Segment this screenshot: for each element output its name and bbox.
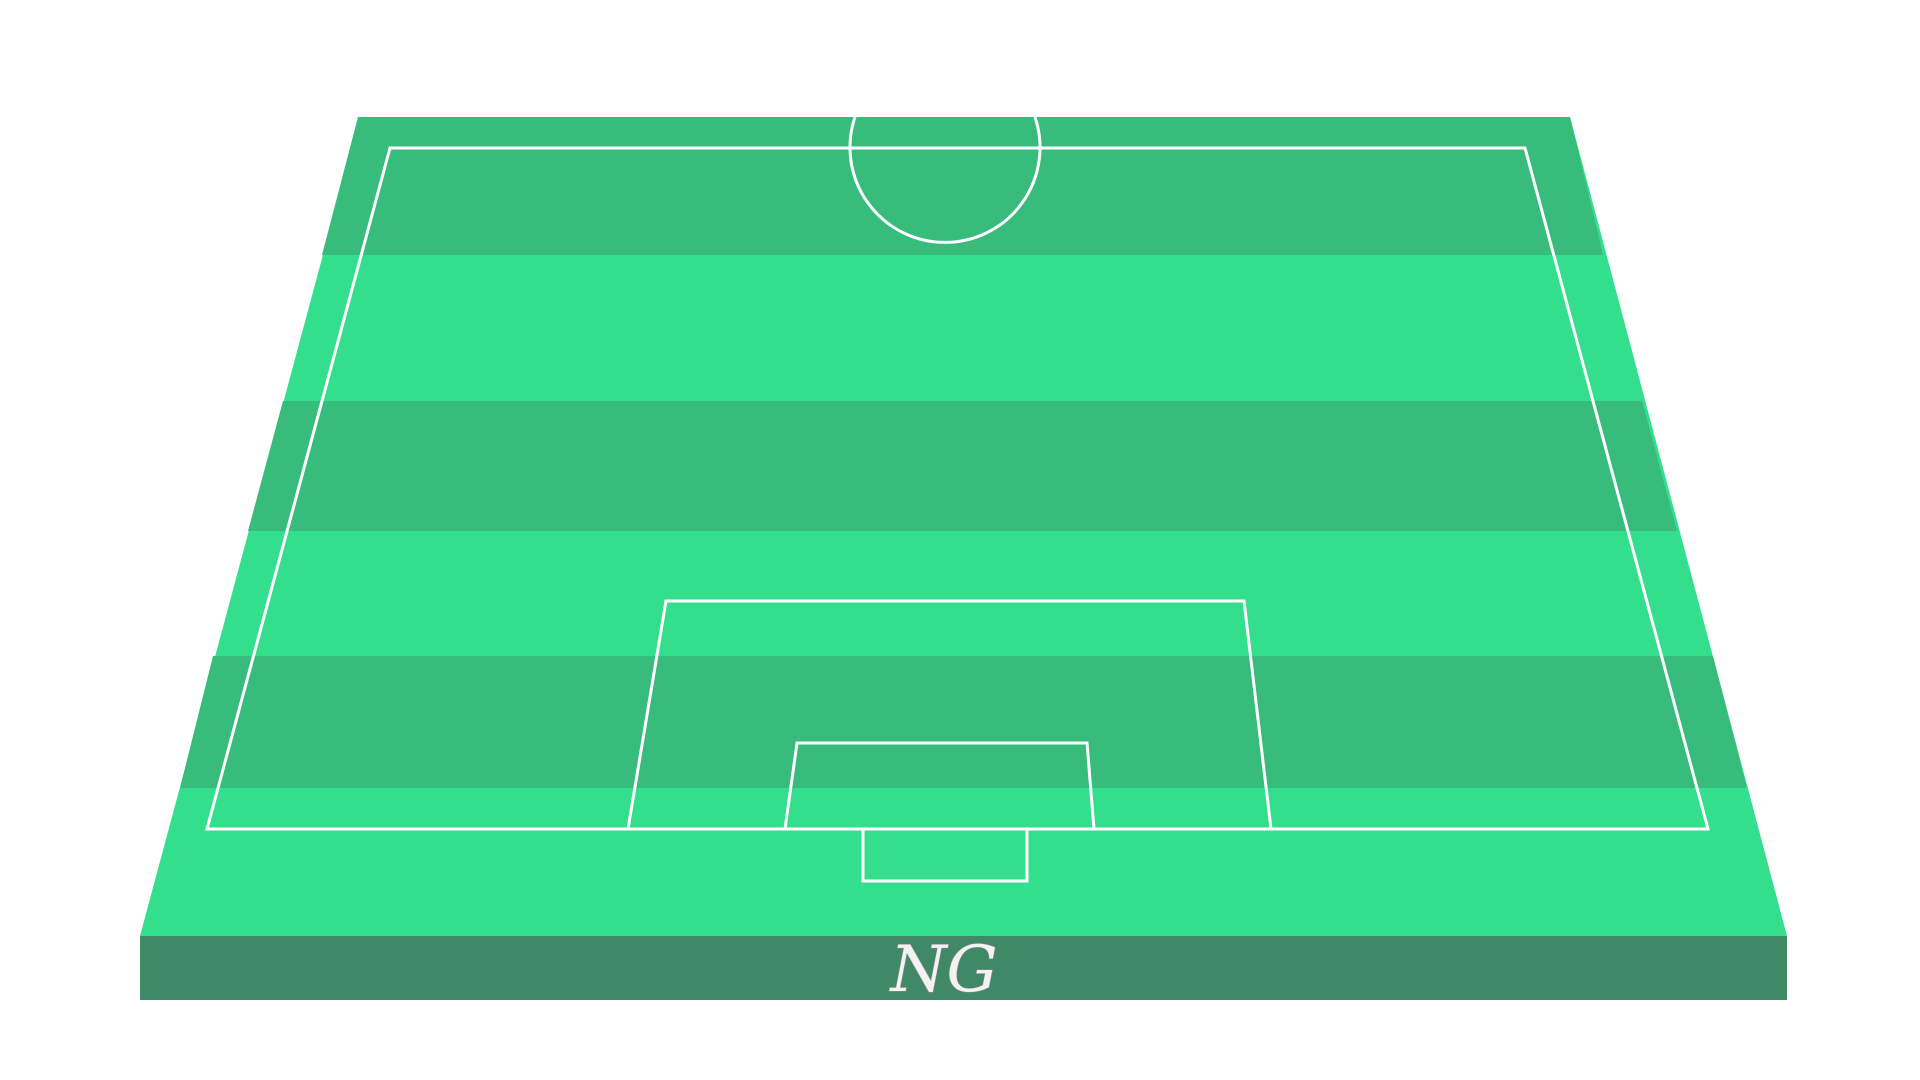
goal (861, 827, 1029, 883)
pitch-markings (205, 116, 1710, 883)
grass-stripe-dark-2 (248, 401, 1677, 531)
pitch-front-edge (140, 936, 1787, 1000)
signature-logo: NG (888, 933, 997, 1007)
penalty-area (626, 599, 1273, 831)
touchline-boundary (205, 146, 1710, 831)
grass-stripe-dark-3 (180, 656, 1747, 788)
goal-area (783, 741, 1096, 831)
grass-stripe-dark-1 (322, 117, 1603, 255)
centre-circle-arc (848, 116, 1042, 244)
